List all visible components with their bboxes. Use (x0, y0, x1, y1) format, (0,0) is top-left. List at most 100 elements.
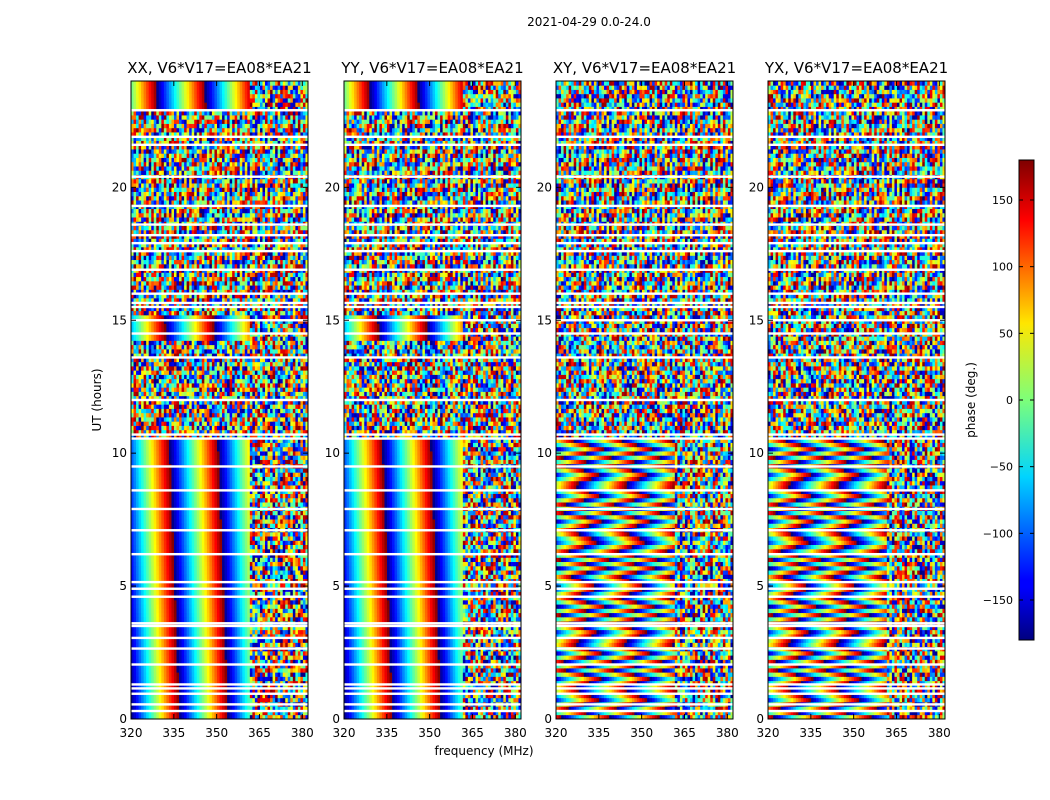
heatmap-cell (191, 616, 195, 622)
heatmap-cell (232, 425, 236, 431)
heatmap-cell (262, 616, 266, 622)
heatmap-cell (209, 472, 213, 477)
heatmap-cell (222, 565, 225, 571)
heatmap-cell (239, 582, 243, 588)
heatmap-cell (242, 591, 246, 597)
heatmap-cell (239, 425, 243, 431)
heatmap-cell (224, 455, 228, 460)
heatmap-cell (247, 561, 251, 567)
heatmap-cell (232, 493, 236, 499)
heatmap-cell (262, 548, 266, 554)
heatmap-cell (287, 480, 291, 486)
heatmap-cell (146, 493, 150, 499)
heatmap-cell (290, 599, 294, 605)
heatmap-cell (292, 536, 296, 541)
heatmap-cell (287, 502, 291, 507)
heatmap-cell (209, 417, 213, 422)
heatmap-cell (176, 468, 180, 473)
heatmap-cell (136, 663, 139, 669)
heatmap-cell (290, 489, 294, 494)
heatmap-cell (280, 582, 284, 588)
heatmap-cell (168, 421, 172, 426)
heatmap-cell (247, 574, 251, 580)
heatmap-cell (151, 591, 155, 597)
heatmap-cell (270, 676, 273, 682)
heatmap-cell (176, 659, 180, 665)
heatmap-cell (300, 429, 304, 435)
heatmap-cell (191, 676, 195, 682)
heatmap-cell (136, 625, 139, 631)
heatmap-cell (259, 616, 263, 622)
heatmap-cell (131, 438, 134, 443)
heatmap-cell (267, 429, 271, 435)
heatmap-cell (224, 599, 228, 605)
heatmap-cell (216, 680, 220, 686)
heatmap-cell (247, 659, 251, 665)
heatmap-cell (158, 489, 162, 494)
heatmap-cell (219, 510, 223, 516)
heatmap-cell (161, 497, 165, 503)
heatmap-cell (211, 625, 215, 631)
heatmap-cell (219, 676, 223, 682)
heatmap-cell (265, 663, 268, 669)
heatmap-cell (227, 519, 231, 524)
heatmap-cell (280, 599, 284, 605)
heatmap-cell (267, 446, 271, 452)
heatmap-cell (189, 570, 193, 575)
heatmap-cell (262, 599, 266, 605)
heatmap-cell (259, 455, 263, 460)
heatmap-cell (252, 493, 256, 499)
heatmap-cell (232, 642, 236, 648)
heatmap-cell (242, 655, 246, 660)
heatmap-cell (254, 468, 258, 473)
heatmap-cell (191, 510, 195, 516)
heatmap-cell (133, 638, 137, 643)
heatmap-cell (141, 663, 145, 669)
heatmap-cell (234, 714, 238, 720)
heatmap-cell (300, 502, 304, 507)
heatmap-cell (302, 540, 306, 546)
heatmap-cell (275, 655, 279, 660)
heatmap-cell (295, 485, 299, 490)
heatmap-cell (163, 680, 167, 686)
heatmap-cell (234, 417, 238, 422)
heatmap-cell (275, 659, 279, 665)
heatmap-cell (285, 710, 289, 716)
heatmap-cell (265, 493, 268, 499)
heatmap-cell (234, 676, 238, 682)
heatmap-cell (151, 642, 155, 648)
heatmap-cell (249, 667, 253, 673)
heatmap-cell (305, 480, 309, 486)
heatmap-cell (254, 650, 258, 656)
heatmap-cell (143, 417, 147, 422)
heatmap-cell (252, 472, 256, 477)
heatmap-cell (141, 412, 145, 418)
heatmap-cell (181, 429, 185, 435)
heatmap-cell (196, 548, 200, 554)
heatmap-cell (179, 565, 182, 571)
heatmap-cell (259, 625, 263, 631)
heatmap-cell (232, 540, 236, 546)
heatmap-cell (158, 714, 162, 720)
heatmap-cell (163, 497, 167, 503)
heatmap-cell (305, 514, 309, 520)
heatmap-cell (148, 676, 152, 682)
heatmap-cell (297, 561, 301, 567)
heatmap-cell (232, 693, 236, 699)
heatmap-cell (131, 434, 134, 439)
heatmap-cell (166, 557, 170, 563)
heatmap-cell (173, 519, 177, 524)
heatmap-cell (285, 561, 289, 567)
heatmap-cell (254, 574, 258, 580)
heatmap-cell (282, 574, 286, 580)
heatmap-cell (166, 540, 170, 546)
heatmap-cell (224, 574, 228, 580)
heatmap-cell (211, 523, 215, 528)
heatmap-cell (305, 570, 309, 575)
heatmap-cell (184, 531, 188, 537)
heatmap-cell (209, 638, 213, 643)
heatmap-cell (234, 540, 238, 546)
heatmap-cell (196, 476, 200, 482)
heatmap-cell (163, 412, 167, 418)
heatmap-cell (216, 425, 220, 431)
